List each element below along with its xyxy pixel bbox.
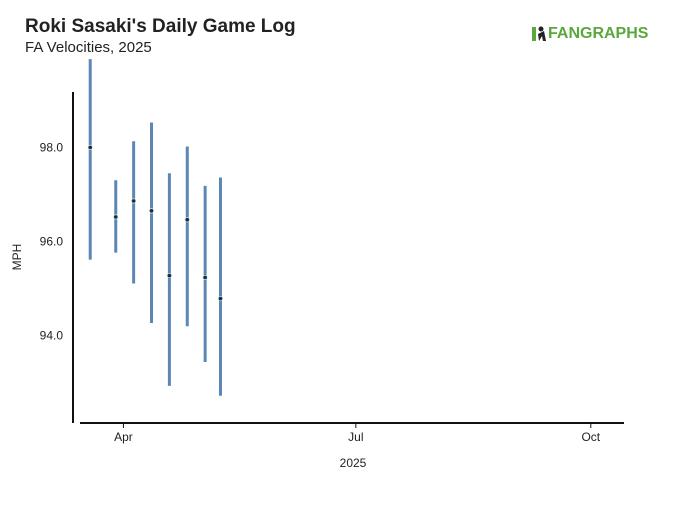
mean-point — [184, 217, 190, 223]
x-tick-label: Jul — [348, 430, 363, 444]
chart-title: Roki Sasaki's Daily Game Log — [25, 16, 296, 37]
mean-point — [217, 295, 224, 302]
x-tick-label: Apr — [114, 430, 133, 444]
mean-point — [166, 272, 172, 279]
mean-point — [148, 208, 155, 214]
y-tick-label: 96.0 — [40, 234, 64, 248]
y-axis-label: MPH — [10, 244, 24, 271]
logo-icon — [532, 27, 536, 41]
mean-point — [113, 214, 119, 220]
y-tick-label: 98.0 — [40, 141, 64, 155]
y-tick-label: 94.0 — [40, 328, 64, 342]
logo-icon — [538, 26, 544, 32]
logo-text: FANGRAPHS — [548, 25, 649, 42]
logo: FANGRAPHS — [532, 25, 649, 42]
mean-point — [87, 144, 93, 151]
mean-point — [131, 198, 137, 204]
x-axis-label: 2025 — [340, 456, 367, 470]
mean-point — [202, 274, 208, 281]
x-tick-label: Oct — [581, 430, 600, 444]
chart-subtitle: FA Velocities, 2025 — [25, 39, 152, 56]
logo-icon — [538, 31, 546, 41]
